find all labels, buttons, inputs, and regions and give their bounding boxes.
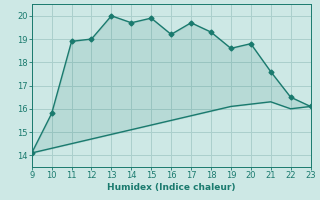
X-axis label: Humidex (Indice chaleur): Humidex (Indice chaleur) (107, 183, 236, 192)
